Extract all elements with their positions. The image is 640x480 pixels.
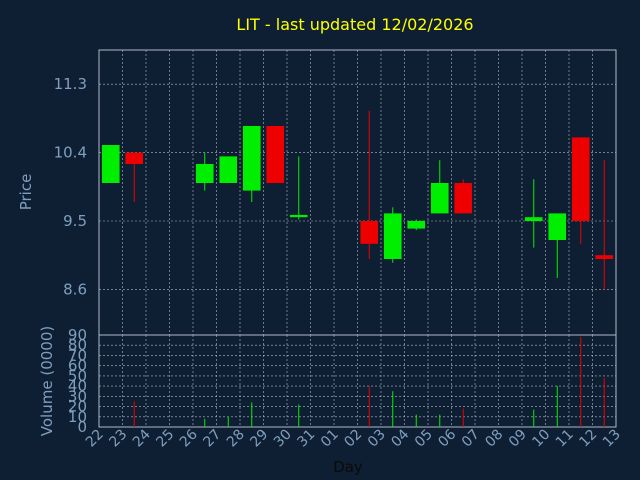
candle-body <box>454 183 473 214</box>
volume-tick-label: 30 <box>68 387 87 405</box>
chart-title: LIT - last updated 12/02/2026 <box>236 15 473 34</box>
volume-tick-label: 70 <box>68 346 87 364</box>
candle-body <box>125 152 144 164</box>
candle-body <box>407 221 426 229</box>
candle-body <box>266 126 285 183</box>
price-panel: 8.6 9.5 10.4 11.3 <box>54 49 617 336</box>
price-axis-label: Price <box>17 174 35 211</box>
volume-tick-label: 80 <box>68 336 87 354</box>
volume-axis-label: Volume (0000) <box>38 326 56 436</box>
volume-tick-label: 10 <box>68 408 87 426</box>
candle-body <box>524 217 543 221</box>
volume-tick-label: 50 <box>68 367 87 385</box>
price-tick-label: 9.5 <box>63 212 87 230</box>
candle-body <box>430 183 449 214</box>
candle-body <box>195 164 214 183</box>
price-tick-label: 8.6 <box>63 280 87 298</box>
volume-tick-label: 0 <box>77 418 87 436</box>
candle-body <box>360 221 379 244</box>
volume-tick-label: 20 <box>68 398 87 416</box>
candle-body <box>289 214 308 218</box>
x-axis-label: Day <box>333 458 363 476</box>
volume-tick-label: 60 <box>68 357 87 375</box>
candle-body <box>548 213 567 240</box>
candle-body <box>219 156 238 183</box>
price-tick-label: 10.4 <box>54 144 87 162</box>
volume-tick-label: 40 <box>68 377 87 395</box>
candle-body <box>595 255 614 259</box>
candle-body <box>242 126 261 191</box>
candle-body <box>383 213 402 259</box>
volume-tick-label: 90 <box>68 326 87 344</box>
x-axis: 22 23 24 25 26 27 28 29 30 31 01 02 03 04 05 06 07 08 09 10… <box>83 426 624 450</box>
candle-body <box>571 137 590 221</box>
candle-body <box>101 145 120 183</box>
price-tick-label: 11.3 <box>54 75 87 93</box>
